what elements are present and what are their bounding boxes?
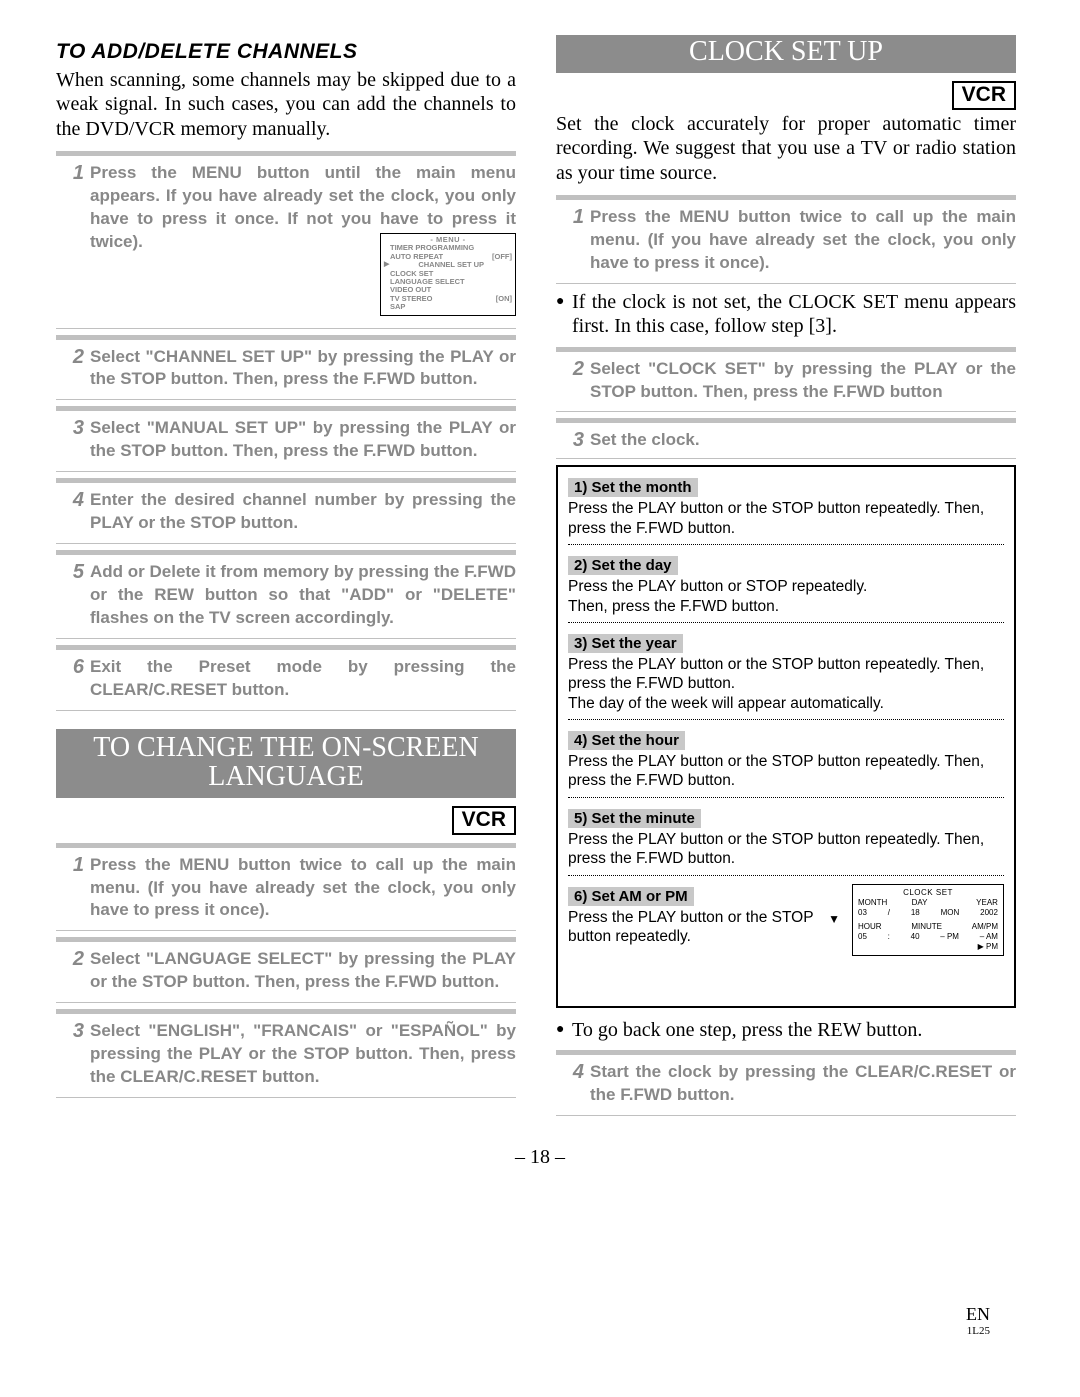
step-number: 2 [556, 358, 590, 381]
step-row: 1Press the MENU button twice to call up … [56, 843, 516, 932]
add-delete-intro: When scanning, some channels may be skip… [56, 68, 516, 141]
right-column: CLOCK SET UP VCR Set the clock accuratel… [556, 40, 1016, 1122]
clock-intro: Set the clock accurately for proper auto… [556, 112, 1016, 185]
footer-lang: EN [966, 1304, 990, 1325]
step-number: 3 [556, 429, 590, 452]
menu-line: SAP [390, 303, 405, 311]
substep-text: Press the PLAY button or STOP repeatedly… [568, 577, 1004, 616]
step-row: 2Select "CHANNEL SET UP" by pressing the… [56, 335, 516, 401]
step-text: Select "ENGLISH", "FRANCAIS" or "ESPAÑOL… [90, 1020, 516, 1089]
step-text: Set the clock. [590, 429, 1016, 452]
bullet-note: ● If the clock is not set, the CLOCK SET… [556, 290, 1016, 339]
dotted-divider [568, 544, 1004, 545]
substep-title: 6) Set AM or PM [568, 887, 694, 906]
vcr-badge: VCR [452, 806, 516, 835]
step-row: 3Select "ENGLISH", "FRANCAIS" or "ESPAÑO… [56, 1009, 516, 1098]
step-text: Start the clock by pressing the CLEAR/C.… [590, 1061, 1016, 1107]
add-delete-steps: 1 Press the MENU button until the main m… [56, 151, 516, 711]
step-number: 1 [56, 162, 90, 185]
substep-text: Press the PLAY button or the STOP button… [568, 830, 1004, 869]
bar-line2: LANGUAGE [208, 761, 364, 792]
footer-code: 1L25 [966, 1325, 990, 1337]
clockset-row: MONTH DAY YEAR [858, 898, 998, 908]
step-row: 2Select "CLOCK SET" by pressing the PLAY… [556, 347, 1016, 413]
language-section-bar: TO CHANGE THE ON-SCREEN LANGUAGE [56, 729, 516, 798]
clock-set-substeps-box: 1) Set the month Press the PLAY button o… [556, 465, 1016, 1007]
substep-with-graphic: 6) Set AM or PM Press the PLAY button or… [568, 884, 1004, 956]
step-text: Press the MENU button until the main men… [90, 162, 516, 319]
clockset-title: CLOCK SET [858, 888, 998, 898]
step-text: Select "CHANNEL SET UP" by pressing the … [90, 346, 516, 392]
step-text: Select "CLOCK SET" by pressing the PLAY … [590, 358, 1016, 404]
bullet-text: To go back one step, press the REW butto… [572, 1018, 1016, 1042]
clock-set-graphic: CLOCK SET MONTH DAY YEAR 03 / 18 MON [852, 884, 1004, 956]
step-number: 4 [56, 489, 90, 512]
substep-title: 5) Set the minute [568, 809, 701, 828]
dotted-divider [568, 622, 1004, 623]
dotted-divider [568, 875, 1004, 876]
footer-right: EN 1L25 [966, 1304, 990, 1337]
step-number: 2 [56, 948, 90, 971]
step-text: Select "LANGUAGE SELECT" by pressing the… [90, 948, 516, 994]
page-number: – 18 – [56, 1146, 1024, 1169]
step-text: Enter the desired channel number by pres… [90, 489, 516, 535]
clockset-row: ▶ PM [858, 942, 998, 952]
dotted-divider [568, 797, 1004, 798]
step-number: 6 [56, 656, 90, 679]
step-number: 3 [56, 417, 90, 440]
menu-graphic: - MENU - TIMER PROGRAMMING AUTO REPEAT[O… [380, 233, 516, 316]
step-row: 3Select "MANUAL SET UP" by pressing the … [56, 406, 516, 472]
vcr-badge: VCR [952, 81, 1016, 110]
substep-title: 3) Set the year [568, 634, 683, 653]
step-row: 2Select "LANGUAGE SELECT" by pressing th… [56, 937, 516, 1003]
left-column: TO ADD/DELETE CHANNELS When scanning, so… [56, 40, 516, 1122]
step-row: 1 Press the MENU button until the main m… [56, 151, 516, 328]
bullet-text: If the clock is not set, the CLOCK SET m… [572, 290, 1016, 339]
step-text: Add or Delete it from memory by pressing… [90, 561, 516, 630]
bullet-dot-icon: ● [556, 1018, 572, 1042]
step-row: 4Start the clock by pressing the CLEAR/C… [556, 1050, 1016, 1116]
substep-text: Press the PLAY button or the STOP button… [568, 752, 1004, 791]
step-row: 1Press the MENU button twice to call up … [556, 195, 1016, 284]
clock-setup-bar: CLOCK SET UP [556, 35, 1016, 73]
step-row: 4Enter the desired channel number by pre… [56, 478, 516, 544]
two-column-layout: TO ADD/DELETE CHANNELS When scanning, so… [56, 40, 1024, 1122]
step-number: 1 [556, 206, 590, 229]
clockset-row: 03 / 18 MON 2002 [858, 908, 998, 918]
substep-text: Press the PLAY button or the STOP button… [568, 655, 1004, 713]
clock-steps-mid: 2Select "CLOCK SET" by pressing the PLAY… [556, 347, 1016, 460]
step-number: 3 [56, 1020, 90, 1043]
step-row: 5Add or Delete it from memory by pressin… [56, 550, 516, 639]
substep-title: 4) Set the hour [568, 731, 685, 750]
step-number: 1 [56, 854, 90, 877]
language-steps: 1Press the MENU button twice to call up … [56, 843, 516, 1099]
clock-steps-top: 1Press the MENU button twice to call up … [556, 195, 1016, 284]
substep-title: 1) Set the month [568, 478, 698, 497]
substep-text: Press the PLAY button or the STOP button… [568, 908, 816, 947]
step-number: 5 [56, 561, 90, 584]
manual-page: TO ADD/DELETE CHANNELS When scanning, so… [0, 0, 1080, 1397]
clockset-row: HOUR MINUTE AM/PM [858, 922, 998, 932]
substep-title: 2) Set the day [568, 556, 678, 575]
step-text: Press the MENU button twice to call up t… [90, 854, 516, 923]
step-text: Select "MANUAL SET UP" by pressing the P… [90, 417, 516, 463]
bullet-note: ● To go back one step, press the REW but… [556, 1018, 1016, 1042]
step-number: 2 [56, 346, 90, 369]
clockset-row: 05 : 40 – PM – AM [858, 932, 998, 942]
bullet-dot-icon: ● [556, 290, 572, 339]
bar-line1: TO CHANGE THE ON-SCREEN [93, 732, 479, 763]
dotted-divider [568, 719, 1004, 720]
step-text: Exit the Preset mode by pressing the CLE… [90, 656, 516, 702]
clock-step4: 4Start the clock by pressing the CLEAR/C… [556, 1050, 1016, 1116]
step-number: 4 [556, 1061, 590, 1084]
step-row: 6Exit the Preset mode by pressing the CL… [56, 645, 516, 711]
add-delete-channels-heading: TO ADD/DELETE CHANNELS [56, 40, 516, 64]
arrow-down-icon: ▼ [828, 912, 840, 927]
step-row: 3Set the clock. [556, 418, 1016, 459]
step-text: Press the MENU button twice to call up t… [590, 206, 1016, 275]
substep-text: Press the PLAY button or the STOP button… [568, 499, 1004, 538]
